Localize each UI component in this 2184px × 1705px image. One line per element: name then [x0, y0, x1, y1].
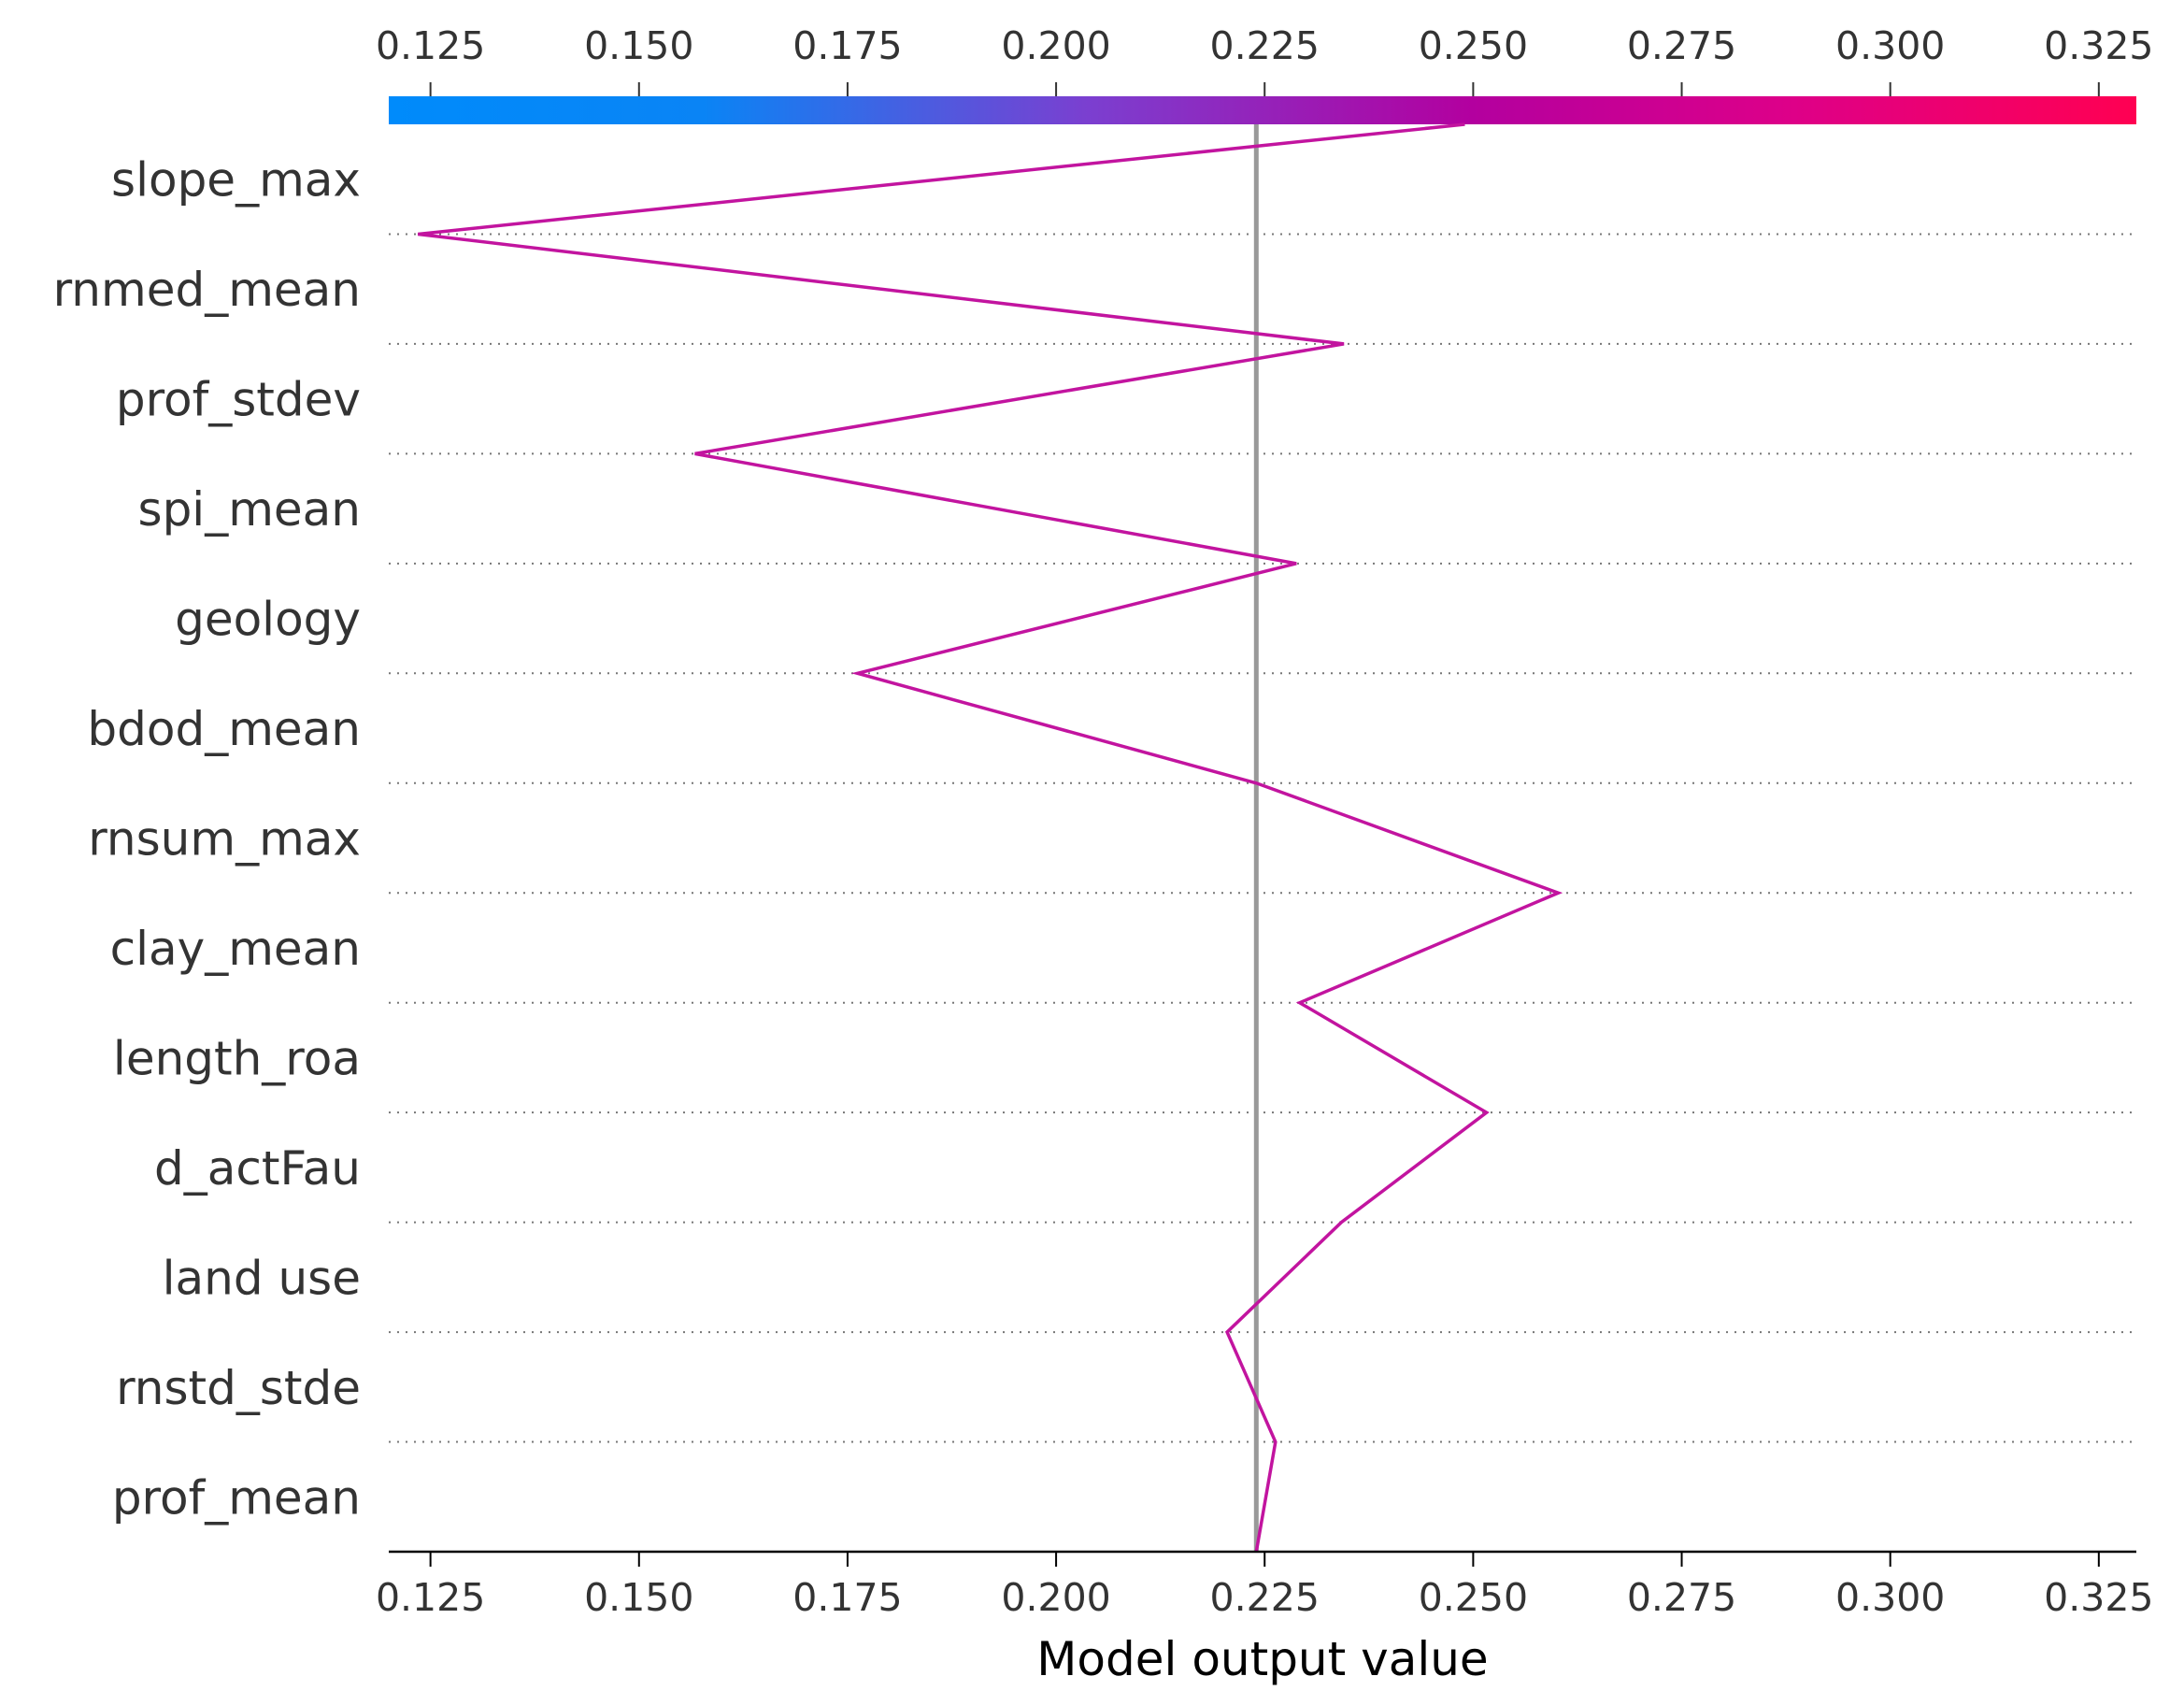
top-tick-label: 0.225 — [1210, 23, 1320, 68]
feature-label: rnstd_stde — [116, 1361, 361, 1415]
top-tick-label: 0.300 — [1835, 23, 1945, 68]
feature-label: prof_stdev — [116, 373, 361, 427]
x-axis-title: Model output value — [1036, 1632, 1488, 1686]
bottom-tick-label: 0.125 — [376, 1575, 485, 1620]
feature-label: rnmed_mean — [53, 263, 361, 317]
top-tick-label: 0.325 — [2044, 23, 2153, 68]
feature-label: slope_max — [111, 153, 361, 208]
feature-label: geology — [175, 593, 361, 647]
bottom-tick-label: 0.250 — [1419, 1575, 1528, 1620]
bottom-tick-label: 0.175 — [792, 1575, 902, 1620]
top-tick-label: 0.175 — [792, 23, 902, 68]
top-tick-label: 0.200 — [1001, 23, 1110, 68]
top-tick-label: 0.150 — [584, 23, 693, 68]
top-tick-label: 0.250 — [1419, 23, 1528, 68]
top-tick-label: 0.125 — [376, 23, 485, 68]
feature-label: length_roa — [113, 1031, 361, 1085]
decision-path-line — [418, 122, 1563, 1553]
bottom-tick-label: 0.275 — [1627, 1575, 1736, 1620]
bottom-tick-label: 0.325 — [2044, 1575, 2153, 1620]
feature-label: land use — [163, 1251, 361, 1305]
feature-label: spi_mean — [138, 482, 361, 537]
feature-label: d_actFau — [154, 1141, 361, 1196]
top-tick-label: 0.275 — [1627, 23, 1736, 68]
feature-label: rnsum_max — [88, 812, 361, 867]
colorbar — [389, 96, 2136, 124]
bottom-tick-label: 0.300 — [1835, 1575, 1945, 1620]
feature-label: prof_mean — [112, 1470, 361, 1525]
feature-label: bdod_mean — [87, 702, 361, 756]
bottom-tick-label: 0.200 — [1001, 1575, 1110, 1620]
feature-label: clay_mean — [110, 922, 361, 976]
bottom-tick-label: 0.225 — [1210, 1575, 1320, 1620]
bottom-tick-label: 0.150 — [584, 1575, 693, 1620]
